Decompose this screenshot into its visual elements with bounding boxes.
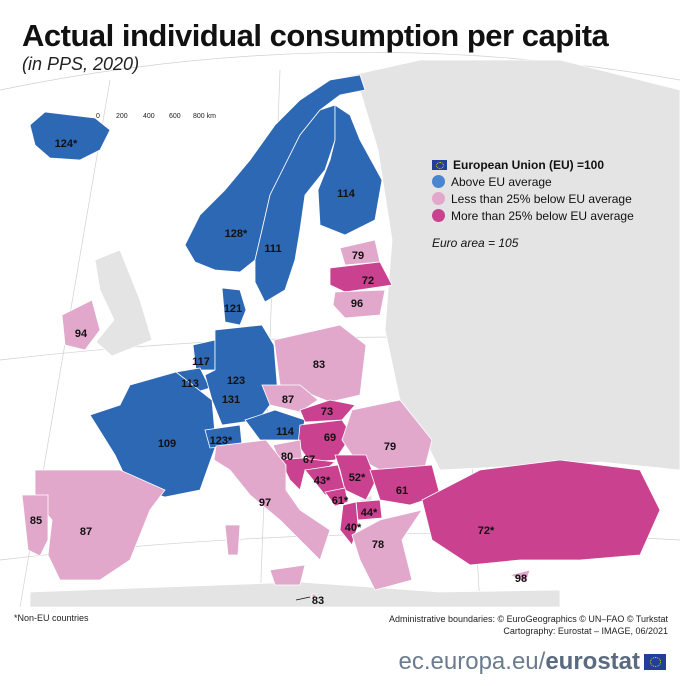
value-label-austria: 114 bbox=[276, 426, 295, 438]
value-label-slovenia: 80 bbox=[281, 451, 293, 463]
legend: European Union (EU) =100 Above EU averag… bbox=[432, 156, 634, 250]
legend-dot-more25 bbox=[432, 209, 445, 222]
legend-above-label: Above EU average bbox=[451, 174, 552, 189]
legend-less25: Less than 25% below EU average bbox=[432, 190, 634, 207]
value-label-lithuania: 96 bbox=[351, 298, 363, 310]
value-label-italy: 97 bbox=[259, 497, 271, 509]
value-label-croatia: 67 bbox=[303, 454, 315, 466]
region-italy bbox=[224, 524, 241, 556]
value-label-france: 109 bbox=[158, 438, 176, 450]
legend-eu: European Union (EU) =100 bbox=[432, 156, 634, 173]
value-label-czechia: 87 bbox=[282, 394, 294, 406]
scale-tick: 600 bbox=[169, 113, 181, 120]
non-covered-land bbox=[29, 59, 680, 608]
legend-eu-label: European Union (EU) =100 bbox=[453, 157, 605, 172]
value-label-hungary: 69 bbox=[324, 432, 336, 444]
region-sweden bbox=[254, 104, 336, 303]
value-label-greece: 78 bbox=[372, 539, 384, 551]
legend-more25-label: More than 25% below EU average bbox=[451, 208, 634, 223]
choropleth-map: 124* 128* 111 114 79 72 96 121 94 117 113 131 123 83 8… bbox=[0, 51, 680, 608]
scale-tick: 800 km bbox=[193, 113, 216, 120]
value-label-spain: 87 bbox=[80, 526, 92, 538]
region-malta bbox=[311, 593, 317, 599]
footnote: *Non-EU countries bbox=[14, 613, 89, 623]
value-label-ireland: 94 bbox=[75, 328, 88, 340]
region-denmark bbox=[221, 287, 247, 326]
value-label-bosnia: 43* bbox=[314, 475, 331, 487]
value-label-belgium: 113 bbox=[181, 378, 199, 390]
region-iceland bbox=[29, 111, 111, 161]
legend-above: Above EU average bbox=[432, 173, 634, 190]
legend-dot-above bbox=[432, 175, 445, 188]
value-label-serbia: 52* bbox=[349, 472, 366, 484]
region-norway bbox=[184, 74, 366, 273]
region-slovakia bbox=[299, 399, 356, 423]
value-label-turkey: 72* bbox=[478, 525, 495, 537]
scale-bar: 0 200 400 600 800 km bbox=[96, 113, 216, 120]
credits-cartography: Cartography: Eurostat – IMAGE, 06/2021 bbox=[503, 626, 668, 636]
value-label-latvia: 72 bbox=[362, 275, 374, 287]
scale-tick: 400 bbox=[143, 113, 155, 120]
eu-flag-icon bbox=[644, 654, 666, 670]
value-label-luxembourg: 131 bbox=[222, 394, 240, 406]
euro-area-note: Euro area = 105 bbox=[432, 236, 519, 250]
region-italy bbox=[213, 439, 331, 561]
value-label-germany: 123 bbox=[227, 375, 245, 387]
legend-less25-label: Less than 25% below EU average bbox=[451, 191, 632, 206]
region-latvia bbox=[329, 261, 393, 293]
value-label-malta: 83 bbox=[312, 595, 324, 607]
credits: Administrative boundaries: © EuroGeograp… bbox=[389, 613, 668, 637]
value-label-albania: 40* bbox=[345, 522, 362, 534]
value-label-sweden: 111 bbox=[264, 243, 281, 255]
region-czechia bbox=[261, 384, 319, 413]
region-montenegro bbox=[324, 487, 349, 507]
value-label-estonia: 79 bbox=[352, 250, 364, 262]
value-label-finland: 114 bbox=[337, 188, 356, 200]
region-portugal bbox=[21, 494, 49, 557]
value-label-cyprus: 98 bbox=[515, 573, 527, 585]
value-label-iceland: 124* bbox=[55, 138, 78, 150]
value-label-switzerland: 123* bbox=[210, 435, 233, 447]
value-label-montenegro: 61* bbox=[332, 495, 349, 507]
value-label-norway: 128* bbox=[225, 228, 248, 240]
scale-tick: 200 bbox=[116, 113, 128, 120]
value-label-portugal: 85 bbox=[30, 515, 42, 527]
region-greece bbox=[351, 509, 423, 591]
value-label-netherlands: 117 bbox=[192, 356, 210, 368]
region-turkey bbox=[421, 459, 661, 566]
map-title: Actual individual consumption per capita bbox=[22, 18, 609, 53]
region-italy bbox=[269, 564, 306, 586]
region-finland bbox=[317, 104, 383, 236]
value-label-slovakia: 73 bbox=[321, 406, 333, 418]
map-subtitle: (in PPS, 2020) bbox=[22, 54, 140, 74]
eu-flag-icon bbox=[432, 159, 447, 170]
region-cyprus bbox=[508, 569, 531, 583]
region-ireland bbox=[61, 299, 101, 351]
value-label-poland: 83 bbox=[313, 359, 325, 371]
brand-prefix: ec.europa.eu/ bbox=[398, 648, 546, 675]
legend-more25: More than 25% below EU average bbox=[432, 207, 634, 224]
malta-leader-line bbox=[295, 596, 311, 601]
legend-dot-less25 bbox=[432, 192, 445, 205]
region-germany bbox=[204, 324, 279, 426]
region-lithuania bbox=[332, 289, 386, 319]
region-france bbox=[89, 371, 217, 498]
value-label-north-macedonia: 44* bbox=[361, 507, 378, 519]
eurostat-link[interactable]: ec.europa.eu/eurostat bbox=[399, 648, 666, 676]
brand-name: eurostat bbox=[545, 648, 640, 675]
value-label-romania: 79 bbox=[384, 441, 396, 453]
value-label-denmark: 121 bbox=[224, 303, 242, 315]
credits-boundaries: Administrative boundaries: © EuroGeograp… bbox=[388, 614, 668, 624]
scale-tick: 0 bbox=[96, 113, 100, 120]
value-label-bulgaria: 61 bbox=[396, 485, 408, 497]
